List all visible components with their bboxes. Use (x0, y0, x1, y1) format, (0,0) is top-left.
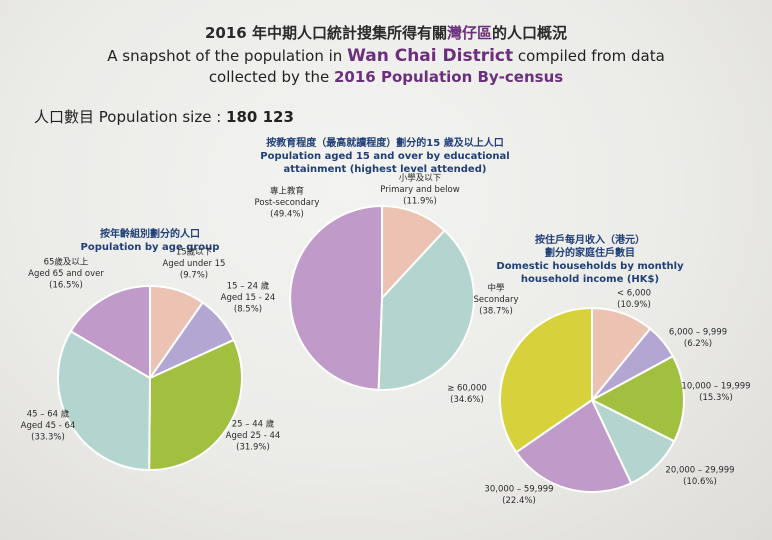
age-slice-label-1-line-2: (8.5%) (234, 305, 262, 315)
income-chart-title: 按住戶每月收入（港元） 劃分的家庭住戶數目 Domestic household… (490, 234, 690, 286)
education-slice-label-1-line-0: 中學 (487, 283, 505, 294)
education-slice-label-0-line-2: (11.9%) (403, 197, 437, 207)
title-en2-census: 2016 Population By-census (334, 68, 564, 86)
age-pie-slice-4 (69, 284, 151, 380)
education-slice-label-0-line-0: 小學及以下 (399, 173, 442, 184)
income-slice-label-0-line-1: (10.9%) (617, 300, 651, 310)
education-slice-label-2-line-0: 專上教育 (270, 186, 304, 197)
income-slice-label-1-line-0: 6,000 – 9,999 (669, 327, 727, 337)
page-title-en-line1: A snapshot of the population in Wan Chai… (0, 46, 772, 66)
age-slice-label-3-line-1: Aged 45 - 64 (21, 421, 76, 431)
income-pie-slice-5 (499, 306, 593, 454)
income-slice-label-5: ≥ 60,000 (34.6%) (447, 383, 487, 405)
education-slice-label-1-line-2: (38.7%) (479, 307, 513, 317)
age-slice-label-0-line-1: Aged under 15 (163, 259, 226, 269)
title-en2-prefix: collected by the (208, 68, 334, 86)
age-slice-label-0-line-2: (9.7%) (180, 271, 208, 281)
age-chart-title-zh: 按年齡組別劃分的人口 (100, 229, 200, 240)
education-chart-title-zh: 按教育程度（最高就讀程度）劃分的15 歲及以上人口 (266, 138, 504, 149)
education-slice-label-1-line-1: Secondary (473, 295, 518, 305)
age-slice-label-0-line-0: 15歲以下 (176, 247, 213, 258)
income-slice-label-3: 20,000 – 29,999 (10.6%) (665, 465, 734, 487)
age-slice-label-1-line-0: 15 – 24 歲 (227, 281, 270, 292)
age-slice-label-3-line-0: 45 – 64 歲 (27, 409, 70, 420)
age-slice-label-3-line-2: (33.3%) (31, 433, 65, 443)
income-slice-label-4-line-0: 30,000 – 59,999 (484, 484, 553, 494)
income-slice-label-4-line-1: (22.4%) (502, 496, 536, 506)
age-slice-label-1-line-1: Aged 15 - 24 (221, 293, 276, 303)
age-slice-label-4-line-1: Aged 65 and over (28, 269, 104, 279)
population-size-value: 180 123 (226, 108, 294, 126)
age-slice-label-2-line-1: Aged 25 - 44 (226, 431, 281, 441)
population-size-label: 人口數目 Population size : (34, 108, 227, 126)
education-chart-title: 按教育程度（最高就讀程度）劃分的15 歲及以上人口 Population age… (235, 137, 535, 176)
age-slice-label-4-line-2: (16.5%) (49, 281, 83, 291)
age-chart-title: 按年齡組別劃分的人口 Population by age group (60, 228, 240, 254)
education-chart-title-en-1: Population aged 15 and over by education… (260, 151, 510, 162)
title-en1-district: Wan Chai District (347, 46, 514, 66)
income-slice-label-2-line-1: (15.3%) (699, 393, 733, 403)
page-title-en-line2: collected by the 2016 Population By-cens… (0, 68, 772, 86)
income-slice-label-4: 30,000 – 59,999 (22.4%) (484, 484, 553, 506)
income-chart-title-zh-1: 按住戶每月收入（港元） (535, 235, 645, 246)
education-slice-label-2-line-1: Post-secondary (255, 198, 320, 208)
income-slice-label-2-line-0: 10,000 – 19,999 (681, 381, 750, 391)
education-chart-title-en-2: attainment (highest level attended) (283, 164, 487, 175)
income-slice-label-2: 10,000 – 19,999 (15.3%) (681, 381, 750, 403)
income-slice-label-3-line-0: 20,000 – 29,999 (665, 465, 734, 475)
age-slice-label-4-line-0: 65歲及以上 (44, 257, 89, 268)
income-pie-slice-4 (514, 398, 633, 493)
education-pie-slice-2 (289, 204, 383, 391)
income-slice-label-5-line-0: ≥ 60,000 (447, 383, 487, 393)
income-slice-label-1-line-1: (6.2%) (684, 339, 712, 349)
income-pie-slice-2 (589, 354, 685, 443)
income-slice-label-3-line-1: (10.6%) (683, 477, 717, 487)
page-title-zh: 2016 年中期人口統計搜集所得有關灣仔區的人口概況 (0, 22, 772, 43)
income-slice-label-1: 6,000 – 9,999 (6.2%) (669, 327, 727, 349)
income-slice-label-0-line-0: < 6,000 (617, 288, 651, 298)
income-chart-title-en-1: Domestic households by monthly (496, 261, 684, 272)
title-zh-district: 灣仔區 (446, 24, 492, 42)
age-chart-title-en: Population by age group (80, 242, 220, 253)
population-size: 人口數目 Population size : 180 123 (34, 106, 294, 127)
age-slice-label-2-line-2: (31.9%) (236, 443, 270, 453)
title-zh-prefix: 2016 年中期人口統計搜集所得有關 (204, 24, 447, 42)
income-chart-title-zh-2: 劃分的家庭住戶數目 (545, 248, 635, 259)
education-slice-label-0-line-1: Primary and below (380, 185, 459, 195)
income-slice-label-5-line-1: (34.6%) (450, 395, 484, 405)
title-en1-prefix: A snapshot of the population in (107, 47, 348, 65)
education-pie-slice-1 (377, 229, 475, 391)
education-slice-label-2-line-2: (49.4%) (270, 210, 304, 220)
age-slice-label-2-line-0: 25 – 44 歲 (232, 419, 275, 430)
income-chart-title-en-2: household income (HK$) (520, 274, 660, 285)
age-pie-slice-3 (57, 329, 152, 472)
education-pie-slice-0 (381, 204, 446, 301)
title-en1-suffix: compiled from data (513, 47, 665, 65)
title-zh-suffix: 的人口概況 (491, 24, 567, 42)
age-pie-slice-2 (148, 338, 243, 472)
income-slice-label-0: < 6,000 (10.9%) (617, 288, 651, 310)
